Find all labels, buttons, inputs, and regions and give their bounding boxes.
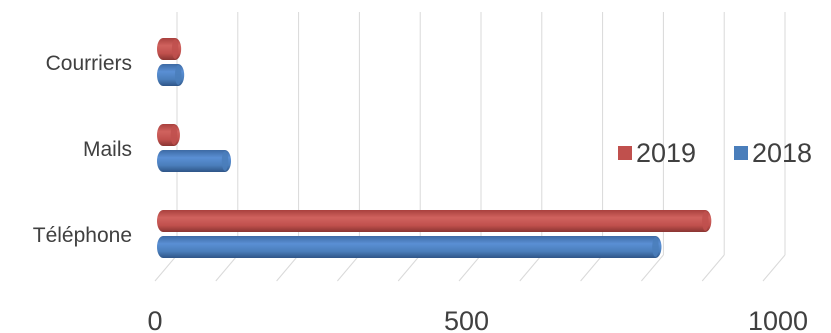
floor-gridline [154, 254, 178, 282]
bar-2018-mails [157, 150, 232, 172]
bar-end-cap [702, 211, 709, 231]
legend-label-2019: 2019 [636, 138, 696, 168]
bar-2018-téléphone [157, 236, 662, 258]
floor-gridline [337, 254, 360, 282]
floor-gridline [641, 254, 664, 282]
x-tick-label: 0 [147, 306, 162, 333]
legend-swatch-2018 [734, 146, 748, 160]
category-label: Courriers [46, 52, 132, 75]
bars [157, 38, 712, 258]
floor-gridline [519, 254, 543, 282]
bar-end-cap [171, 39, 179, 59]
x-tick-labels: 0 500 1000 [147, 306, 808, 333]
legend: 2019 2018 [618, 138, 812, 168]
legend-swatch-2019 [618, 146, 632, 160]
floor-gridline [276, 254, 299, 282]
bar-2018-courriers [157, 64, 185, 86]
x-tick-label: 1000 [748, 306, 808, 333]
category-label: Mails [83, 138, 132, 161]
bar-2019-mails [157, 124, 180, 146]
bar-end-cap [652, 237, 659, 257]
bar-end-cap [174, 65, 182, 85]
bar-body [157, 210, 712, 232]
bar-2019-courriers [157, 38, 182, 60]
bar-end-cap [221, 151, 229, 171]
floor-gridline [215, 254, 239, 282]
floor-gridline [762, 254, 786, 282]
category-labels: Téléphone Mails Courriers [33, 52, 132, 247]
floor-gridline [458, 254, 482, 282]
bar-body [157, 236, 662, 258]
legend-label-2018: 2018 [752, 138, 812, 168]
bar-2019-téléphone [157, 210, 712, 232]
bar-body [157, 150, 232, 172]
floor-gridline [397, 254, 421, 282]
x-tick-label: 500 [444, 306, 489, 333]
floor-gridline [701, 254, 725, 282]
floor-gridline [580, 254, 603, 282]
bar-end-cap [170, 125, 178, 145]
category-label: Téléphone [33, 224, 132, 247]
